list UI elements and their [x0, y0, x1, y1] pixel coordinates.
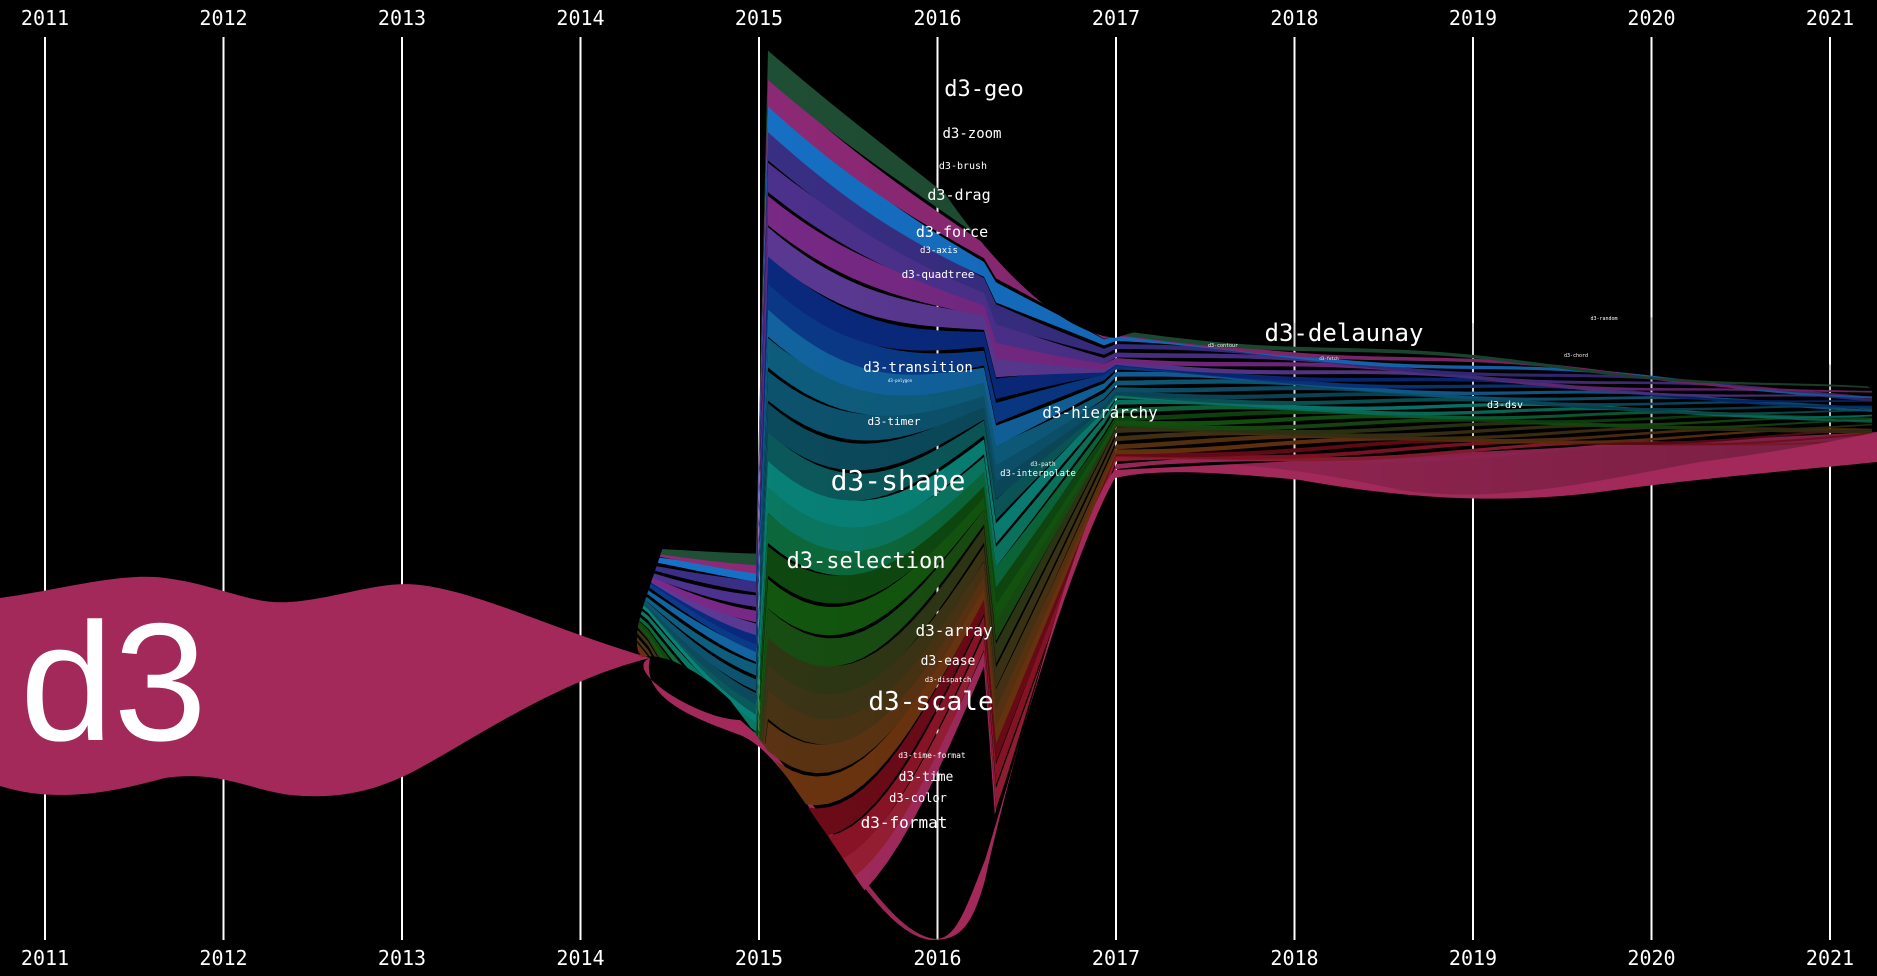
series-area-d3: [0, 432, 1877, 940]
x-axis-top: 2011 2012 2013 2014 2015 2016 2017 2018 2019 2020…: [21, 6, 1854, 30]
label-d3-dsv: d3-dsv: [1487, 400, 1523, 411]
tick-label-2014: 2014: [556, 946, 604, 970]
label-d3-brush: d3-brush: [939, 161, 987, 172]
tick-label-2017: 2017: [1092, 946, 1140, 970]
label-d3-time-format: d3-time-format: [898, 751, 966, 760]
label-d3-dispatch: d3-dispatch: [925, 676, 971, 684]
label-d3-path: d3-path: [1030, 461, 1056, 468]
tick-label-2015: 2015: [735, 946, 783, 970]
tick-label-2017: 2017: [1092, 6, 1140, 30]
label-d3-quadtree: d3-quadtree: [902, 268, 975, 281]
label-d3-chord: d3-chord: [1564, 353, 1588, 359]
tick-label-2018: 2018: [1270, 946, 1318, 970]
label-d3-zoom: d3-zoom: [942, 126, 1001, 142]
label-d3-drag: d3-drag: [927, 186, 990, 204]
tick-label-2016: 2016: [913, 6, 961, 30]
label-d3-random: d3-random: [1590, 316, 1617, 322]
label-d3-scale: d3-scale: [868, 687, 993, 717]
tick-label-2012: 2012: [199, 6, 247, 30]
label-d3-format: d3-format: [861, 813, 948, 832]
tick-label-2013: 2013: [378, 946, 426, 970]
label-d3-interpolate: d3-interpolate: [1000, 469, 1076, 479]
tick-label-2021: 2021: [1806, 6, 1854, 30]
band-shading: [640, 13, 1877, 940]
tick-label-2016: 2016: [913, 946, 961, 970]
label-d3-selection: d3-selection: [787, 549, 946, 574]
label-d3-geo: d3-geo: [944, 77, 1023, 102]
label-d3-delaunay: d3-delaunay: [1265, 319, 1424, 347]
label-d3-timer: d3-timer: [868, 415, 921, 428]
tick-label-2020: 2020: [1627, 6, 1675, 30]
label-d3-polygon: d3-polygon: [888, 378, 913, 383]
label-d3-shape: d3-shape: [831, 464, 966, 497]
tick-label-2015: 2015: [735, 6, 783, 30]
tick-label-2013: 2013: [378, 6, 426, 30]
tick-label-2019: 2019: [1449, 946, 1497, 970]
label-d3-array: d3-array: [915, 621, 992, 640]
tick-label-2011: 2011: [21, 946, 69, 970]
tick-label-2019: 2019: [1449, 6, 1497, 30]
label-d3-fetch: d3-fetch: [1319, 356, 1339, 361]
tick-label-2011: 2011: [21, 6, 69, 30]
label-d3-hierarchy: d3-hierarchy: [1042, 403, 1158, 422]
label-d3-color: d3-color: [889, 791, 947, 805]
label-d3-ease: d3-ease: [921, 654, 976, 669]
tick-label-2012: 2012: [199, 946, 247, 970]
label-d3-time: d3-time: [899, 770, 954, 785]
label-d3: d3: [20, 588, 207, 776]
x-axis-bottom: 2011 2012 2013 2014 2015 2016 2017 2018 2019 2020…: [21, 946, 1854, 970]
label-d3-force: d3-force: [916, 223, 988, 241]
tick-label-2020: 2020: [1627, 946, 1675, 970]
tick-label-2021: 2021: [1806, 946, 1854, 970]
label-d3-axis: d3-axis: [920, 246, 958, 256]
label-d3-contour: d3-contour: [1208, 343, 1238, 349]
tick-label-2014: 2014: [556, 6, 604, 30]
tick-label-2018: 2018: [1270, 6, 1318, 30]
series-labels: d3 d3-geo d3-zoom d3-brush d3-drag d3-fo…: [20, 77, 1618, 832]
label-d3-transition: d3-transition: [863, 360, 973, 376]
